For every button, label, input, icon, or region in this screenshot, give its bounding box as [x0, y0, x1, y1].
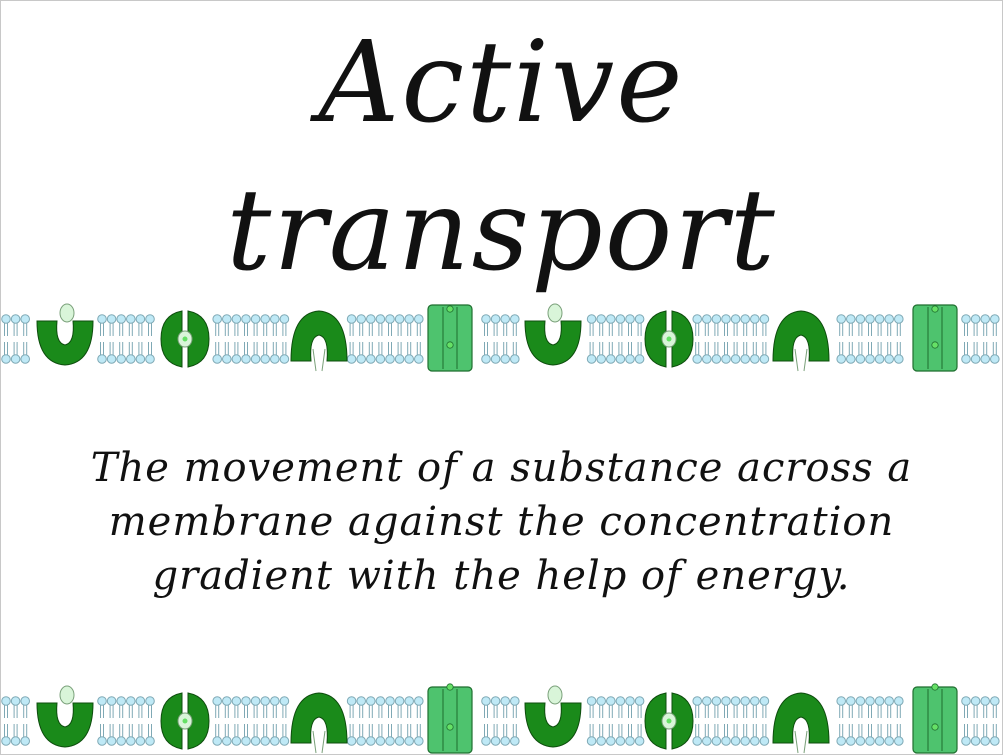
definition-text: The movement of a substance across a mem…: [90, 445, 913, 599]
membrane-protein-carrier-closed: [160, 692, 210, 750]
membrane-protein-carrier-closed: [644, 310, 694, 368]
membrane-protein-carrier-open-top: [524, 685, 582, 748]
membrane-protein-carrier-open-top: [36, 685, 94, 748]
title-line-1: Active: [318, 18, 685, 148]
membrane-protein-channel: [427, 683, 473, 754]
membrane-protein-carrier-open-bottom: [290, 310, 348, 372]
membrane-protein-carrier-open-bottom: [772, 310, 830, 372]
membrane-protein-carrier-open-bottom: [290, 692, 348, 754]
slide-title: Active transport: [1, 9, 1002, 305]
membrane-protein-carrier-closed: [160, 310, 210, 368]
phospholipid-bilayer: [1, 314, 1000, 364]
membrane-illustration-bottom: [1, 683, 1000, 754]
membrane-protein-channel: [427, 304, 473, 372]
phospholipid-bilayer: [1, 696, 1000, 746]
membrane-protein-carrier-closed: [644, 692, 694, 750]
membrane-protein-carrier-open-top: [524, 303, 582, 366]
membrane-protein-carrier-open-bottom: [772, 692, 830, 754]
membrane-protein-carrier-open-top: [36, 303, 94, 366]
title-line-2: transport: [226, 166, 777, 296]
membrane-protein-channel: [912, 683, 958, 754]
membrane-protein-channel: [912, 304, 958, 372]
membrane-illustration-top: [1, 303, 1000, 372]
